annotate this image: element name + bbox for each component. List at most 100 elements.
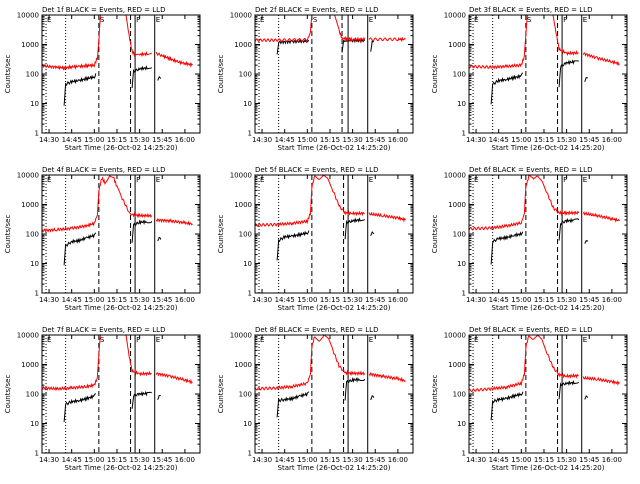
y-tick-label: 10 xyxy=(457,420,466,428)
x-tick-label: 14:45 xyxy=(489,136,509,144)
x-axis-label: Start Time (26-Oct-02 14:25:20) xyxy=(492,464,605,472)
events-series-line xyxy=(584,395,589,400)
detector-panel-5: Det 5f BLACK = Events, RED = LLD E E 1 10 100… xyxy=(213,160,426,320)
y-tick-label: 10 xyxy=(30,420,39,428)
y-axis-label: Counts/sec xyxy=(217,375,225,414)
lld-series-line xyxy=(368,36,406,43)
x-tick-label: 15:15 xyxy=(320,296,340,304)
x-tick-label: 14:30 xyxy=(252,136,272,144)
x-tick-label: 16:00 xyxy=(175,456,195,464)
time-marker-label: E xyxy=(583,336,587,344)
y-tick-label: 1000 xyxy=(448,41,466,49)
y-axis-label: Counts/sec xyxy=(217,215,225,254)
x-tick-label: 16:00 xyxy=(388,296,408,304)
lld-series-line xyxy=(368,372,406,383)
time-marker-label: E xyxy=(369,176,373,184)
detector-chart-5: Det 5f BLACK = Events, RED = LLD E E 1 10 100… xyxy=(217,166,414,312)
detector-chart-2: Det 2f BLACK = Events, RED = LLD E S E 1 10 10… xyxy=(217,6,414,152)
time-marker-label: F xyxy=(563,16,567,24)
detector-chart-7: Det 7f BLACK = Events, RED = LLD E S F E 1 10 1… xyxy=(4,326,201,472)
x-tick-label: 15:15 xyxy=(320,456,340,464)
x-axis-label: Start Time (26-Oct-02 14:25:20) xyxy=(278,144,391,152)
lld-series-line xyxy=(582,211,620,223)
y-tick-label: 10000 xyxy=(17,12,39,20)
time-marker-label: S xyxy=(313,16,318,24)
y-tick-label: 100 xyxy=(453,71,466,79)
y-tick-label: 10000 xyxy=(17,332,39,340)
x-tick-label: 15:15 xyxy=(534,456,554,464)
x-axis-label: Start Time (26-Oct-02 14:25:20) xyxy=(492,144,605,152)
time-marker-label: F xyxy=(563,176,567,184)
x-tick-label: 15:30 xyxy=(343,136,363,144)
time-marker-label: S xyxy=(527,16,532,24)
x-tick-label: 14:45 xyxy=(62,136,82,144)
y-tick-label: 1000 xyxy=(21,41,39,49)
events-series-line xyxy=(344,217,365,240)
events-series-line xyxy=(370,231,375,236)
y-tick-label: 10000 xyxy=(230,172,252,180)
chart-title: Det 4f BLACK = Events, RED = LLD xyxy=(42,166,165,174)
y-tick-label: 100 xyxy=(453,231,466,239)
x-tick-label: 15:30 xyxy=(557,296,577,304)
chart-title: Det 9f BLACK = Events, RED = LLD xyxy=(469,326,592,334)
x-tick-label: 16:00 xyxy=(602,456,622,464)
plot-frame xyxy=(254,14,414,134)
y-axis-label: Counts/sec xyxy=(431,55,439,94)
chart-title: Det 5f BLACK = Events, RED = LLD xyxy=(255,166,378,174)
y-tick-label: 10 xyxy=(457,260,466,268)
time-marker-label: E xyxy=(474,16,478,24)
y-tick-label: 100 xyxy=(26,71,39,79)
x-tick-label: 15:45 xyxy=(579,456,599,464)
lld-series-line xyxy=(41,334,101,391)
time-marker-label: E xyxy=(47,16,51,24)
chart-title: Det 6f BLACK = Events, RED = LLD xyxy=(469,166,592,174)
lld-series-line xyxy=(582,52,620,66)
detector-chart-6: Det 6f BLACK = Events, RED = LLD E F E 1 10 10… xyxy=(431,166,628,312)
events-series-line xyxy=(341,37,366,53)
events-series-line xyxy=(558,59,579,88)
y-tick-label: 1 xyxy=(35,450,39,458)
events-series-line xyxy=(276,391,310,418)
chart-title: Det 1f BLACK = Events, RED = LLD xyxy=(42,6,165,14)
lld-series-line xyxy=(155,51,193,68)
lld-series-line xyxy=(254,14,313,43)
y-tick-label: 100 xyxy=(239,71,252,79)
events-series-line xyxy=(63,232,97,266)
lld-series-line xyxy=(41,175,153,233)
x-tick-label: 14:30 xyxy=(466,136,486,144)
time-marker-label: E xyxy=(474,176,478,184)
lld-series-line xyxy=(368,211,406,223)
y-tick-label: 10 xyxy=(243,260,252,268)
x-tick-label: 15:45 xyxy=(365,136,385,144)
time-marker-label: S xyxy=(100,336,105,344)
time-marker-label: E xyxy=(47,336,51,344)
lld-series-line xyxy=(254,174,365,227)
y-axis-label: Counts/sec xyxy=(217,55,225,94)
events-series-line xyxy=(558,379,579,400)
y-tick-label: 1 xyxy=(35,130,39,138)
x-axis-label: Start Time (26-Oct-02 14:25:20) xyxy=(278,304,391,312)
events-series-line xyxy=(558,217,580,241)
detector-panel-6: Det 6f BLACK = Events, RED = LLD E F E 1 10 10… xyxy=(427,160,640,320)
detector-chart-9: Det 9f BLACK = Events, RED = LLD E E 1 10 100… xyxy=(431,326,628,472)
y-tick-label: 1 xyxy=(248,290,252,298)
x-tick-label: 15:00 xyxy=(511,296,531,304)
x-tick-label: 15:30 xyxy=(130,296,150,304)
x-tick-label: 15:15 xyxy=(534,296,554,304)
chart-title: Det 2f BLACK = Events, RED = LLD xyxy=(255,6,378,14)
x-tick-label: 14:30 xyxy=(39,456,59,464)
y-tick-label: 100 xyxy=(453,391,466,399)
y-tick-label: 10000 xyxy=(230,332,252,340)
x-tick-label: 15:00 xyxy=(297,136,317,144)
x-axis-label: Start Time (26-Oct-02 14:25:20) xyxy=(65,464,178,472)
x-tick-label: 15:00 xyxy=(84,136,104,144)
x-tick-label: 14:30 xyxy=(252,296,272,304)
y-tick-label: 1000 xyxy=(21,361,39,369)
time-marker-label: F xyxy=(136,336,140,344)
detector-chart-3: Det 3f BLACK = Events, RED = LLD E S F E 1 10 1… xyxy=(431,6,628,152)
x-tick-label: 15:00 xyxy=(511,456,531,464)
plot-frame xyxy=(468,174,628,294)
detector-panel-9: Det 9f BLACK = Events, RED = LLD E E 1 10 100… xyxy=(427,320,640,480)
x-axis-label: Start Time (26-Oct-02 14:25:20) xyxy=(492,304,605,312)
y-tick-label: 100 xyxy=(26,231,39,239)
